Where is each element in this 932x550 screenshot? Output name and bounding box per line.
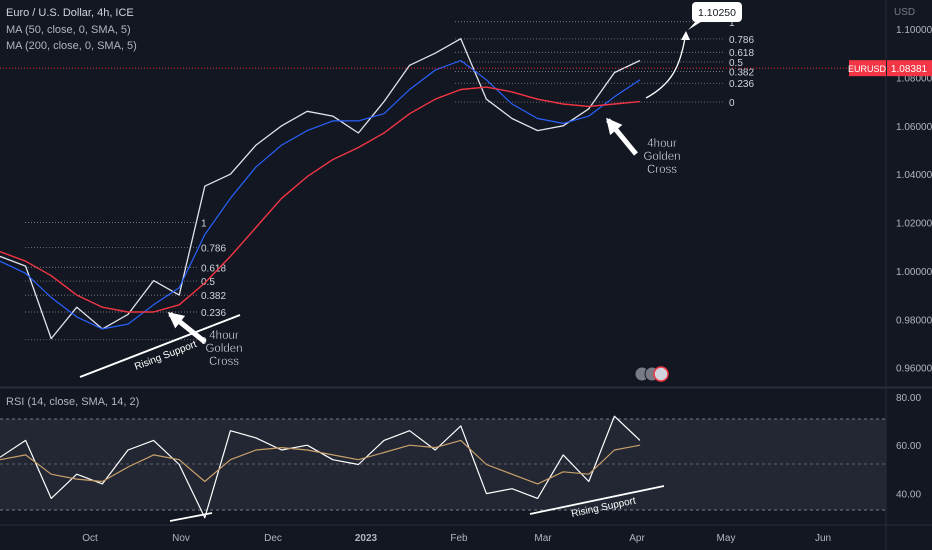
fib-level-label: 0.5 [729, 58, 743, 69]
time-tick-label: May [717, 533, 736, 544]
golden-cross-label-2-line: 4hour [647, 138, 677, 150]
golden-cross-label-2-line: Golden [643, 151, 680, 163]
rsi-tick-label: 80.00 [896, 393, 921, 404]
time-tick-label: Dec [264, 533, 282, 544]
rsi-legend[interactable]: RSI (14, close, SMA, 14, 2) [6, 396, 140, 408]
time-tick-label: Nov [172, 533, 190, 544]
fib-level-label: 0.382 [729, 67, 754, 78]
fib-level-label: 0.236 [729, 79, 754, 90]
ma200-legend[interactable]: MA (200, close, 0, SMA, 5) [6, 40, 137, 52]
fib-level-label: 0 [729, 98, 735, 109]
rsi-tick-label: 60.00 [896, 441, 921, 452]
series-line [0, 59, 641, 330]
target-callout-box [692, 2, 742, 22]
price-tick-label: 1.10000 [896, 25, 932, 36]
series-line [0, 439, 641, 485]
rsi-tick-label: 40.00 [896, 490, 921, 501]
fib-level-label: 1 [201, 219, 207, 230]
target-callout-pointer [688, 20, 704, 30]
last-price-symbol-badge [849, 60, 886, 77]
price-tick-label: 0.98000 [896, 315, 932, 326]
rsi-support-line-nov [169, 512, 213, 522]
time-tick-label: Jun [815, 533, 831, 544]
time-axis[interactable]: Oct Nov Dec 2023 Feb Mar Apr May Jun [82, 533, 831, 544]
currency-label: USD [894, 7, 915, 18]
rsi-rising-support-line [529, 485, 665, 515]
golden-cross-label-1-line: Golden [205, 343, 242, 355]
symbol-title[interactable]: Euro / U.S. Dollar, 4h, ICE [6, 7, 134, 19]
target-curve [645, 37, 686, 99]
last-price-symbol: EURUSD [848, 64, 887, 74]
series-line [0, 86, 641, 313]
price-axis[interactable]: 0.96000 0.98000 1.00000 1.02000 1.04000 1.060… [896, 25, 932, 375]
time-tick-label: 2023 [355, 533, 378, 544]
fib-level-label: 0.786 [729, 35, 754, 46]
last-price-badge [887, 60, 932, 77]
price-tick-label: 1.08000 [896, 73, 932, 84]
time-tick-label: Mar [534, 533, 552, 544]
price-tick-label: 0.96000 [896, 364, 932, 375]
golden-cross-label-2-line: Cross [647, 164, 677, 176]
rsi-panel[interactable] [0, 418, 886, 511]
rsi-axis[interactable]: 40.00 60.00 80.00 [896, 393, 921, 501]
target-callout-text: 1.10250 [698, 7, 736, 19]
price-tick-label: 1.02000 [896, 219, 932, 230]
last-price-value: 1.08381 [891, 64, 928, 75]
price-tick-label: 1.06000 [896, 122, 932, 133]
price-tick-label: 1.00000 [896, 267, 932, 278]
target-curve-head [681, 31, 690, 40]
fib-level-label: 0.618 [729, 48, 754, 59]
fib-level-label: 0.382 [201, 291, 226, 302]
time-tick-label: Oct [82, 533, 98, 544]
fib-level-label: 0.5 [201, 277, 215, 288]
golden-cross-arrow-1-head [167, 312, 186, 329]
golden-cross-label-1-line: 4hour [209, 330, 239, 342]
fib-level-label: 1 [729, 18, 735, 29]
golden-cross-arrow-2-head [606, 117, 623, 136]
time-tick-label: Feb [450, 533, 468, 544]
rsi-series [0, 415, 641, 519]
time-tick-label: Apr [629, 533, 645, 544]
series-line [0, 38, 641, 340]
rising-support-line [79, 314, 241, 378]
fib-level-label: 0.786 [201, 244, 226, 255]
ma50-legend[interactable]: MA (50, close, 0, SMA, 5) [6, 24, 131, 36]
snapshot-icon[interactable] [634, 366, 669, 382]
price-series [0, 38, 641, 340]
fib-level-label: 0.618 [201, 263, 226, 274]
price-tick-label: 1.04000 [896, 170, 932, 181]
golden-cross-label-1-line: Cross [209, 356, 239, 368]
fib-level-label: 0.236 [201, 308, 226, 319]
